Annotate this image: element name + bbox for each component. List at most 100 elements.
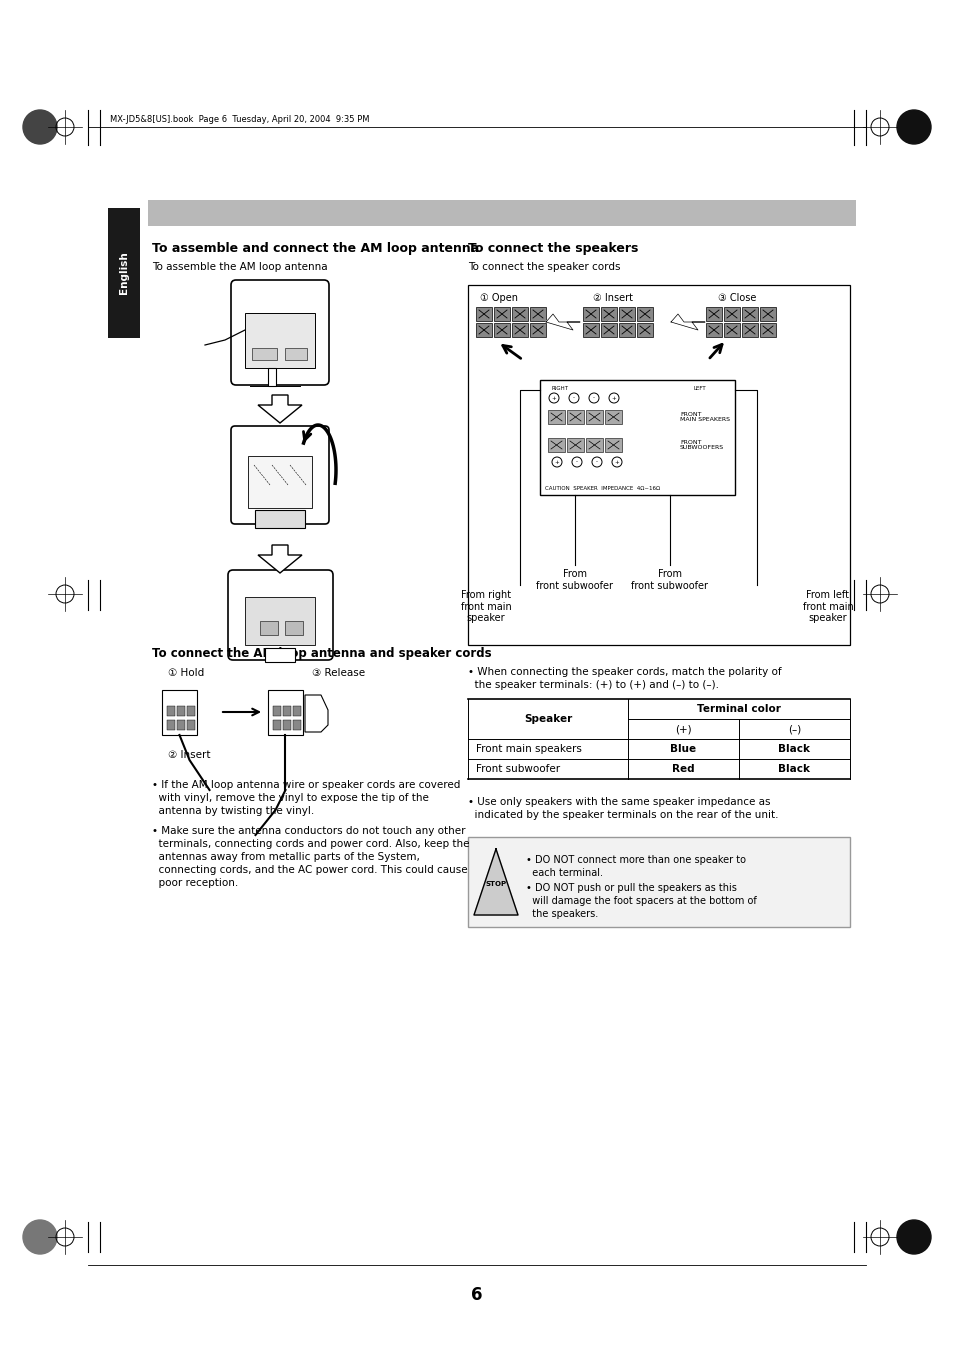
- Bar: [148, 200, 855, 226]
- Bar: [273, 707, 281, 716]
- Text: STOP: STOP: [485, 881, 506, 888]
- Bar: [293, 707, 301, 716]
- Text: • When connecting the speaker cords, match the polarity of: • When connecting the speaker cords, mat…: [468, 667, 781, 677]
- Bar: [618, 307, 635, 322]
- Bar: [273, 720, 281, 730]
- Circle shape: [23, 1220, 57, 1254]
- Bar: [268, 690, 303, 735]
- Polygon shape: [257, 394, 302, 423]
- Bar: [177, 707, 185, 716]
- Text: Front subwoofer: Front subwoofer: [476, 765, 559, 774]
- Bar: [741, 323, 758, 336]
- Bar: [566, 409, 583, 424]
- Circle shape: [896, 109, 930, 145]
- Text: ③ Close: ③ Close: [718, 293, 756, 303]
- Text: -: -: [596, 459, 598, 465]
- Text: +: +: [551, 396, 556, 400]
- Bar: [723, 307, 740, 322]
- Text: Red: Red: [672, 765, 694, 774]
- Bar: [604, 438, 621, 453]
- Text: (–): (–): [787, 724, 801, 734]
- Text: Black: Black: [778, 744, 810, 754]
- Bar: [637, 307, 652, 322]
- Bar: [600, 307, 617, 322]
- Bar: [566, 438, 583, 453]
- Polygon shape: [545, 313, 579, 330]
- Text: LEFT: LEFT: [693, 385, 705, 390]
- Bar: [468, 285, 849, 644]
- Circle shape: [592, 457, 601, 467]
- Text: ② Insert: ② Insert: [593, 293, 633, 303]
- Bar: [705, 307, 721, 322]
- Text: ① Open: ① Open: [479, 293, 517, 303]
- Text: -: -: [573, 396, 575, 400]
- Circle shape: [608, 393, 618, 403]
- FancyBboxPatch shape: [231, 426, 329, 524]
- Text: To connect the AM loop antenna and speaker cords: To connect the AM loop antenna and speak…: [152, 647, 491, 661]
- Polygon shape: [670, 313, 704, 330]
- Polygon shape: [305, 694, 328, 732]
- Circle shape: [552, 457, 561, 467]
- Text: ① Hold: ① Hold: [168, 667, 204, 678]
- Bar: [760, 307, 775, 322]
- Bar: [476, 307, 492, 322]
- Text: • DO NOT connect more than one speaker to: • DO NOT connect more than one speaker t…: [525, 855, 745, 865]
- Bar: [600, 323, 617, 336]
- Text: +: +: [614, 459, 618, 465]
- Text: FRONT
SUBWOOFERS: FRONT SUBWOOFERS: [679, 439, 723, 450]
- Text: English: English: [119, 251, 129, 295]
- Text: • If the AM loop antenna wire or speaker cords are covered: • If the AM loop antenna wire or speaker…: [152, 780, 460, 790]
- Bar: [285, 349, 307, 359]
- Circle shape: [896, 1220, 930, 1254]
- Bar: [167, 720, 174, 730]
- Text: Blue: Blue: [670, 744, 696, 754]
- Text: 6: 6: [471, 1286, 482, 1304]
- Bar: [585, 409, 602, 424]
- Bar: [177, 720, 185, 730]
- Circle shape: [548, 393, 558, 403]
- Bar: [245, 597, 314, 644]
- Bar: [585, 438, 602, 453]
- Text: the speaker terminals: (+) to (+) and (–) to (–).: the speaker terminals: (+) to (+) and (–…: [468, 680, 719, 690]
- Text: Black: Black: [778, 765, 810, 774]
- FancyBboxPatch shape: [228, 570, 333, 661]
- Bar: [283, 707, 291, 716]
- Text: To connect the speaker cords: To connect the speaker cords: [468, 262, 619, 272]
- Text: with vinyl, remove the vinyl to expose the tip of the: with vinyl, remove the vinyl to expose t…: [152, 793, 429, 802]
- Text: To assemble the AM loop antenna: To assemble the AM loop antenna: [152, 262, 327, 272]
- Bar: [187, 707, 194, 716]
- Circle shape: [23, 109, 57, 145]
- Text: antennas away from metallic parts of the System,: antennas away from metallic parts of the…: [152, 852, 419, 862]
- Bar: [254, 509, 305, 528]
- Text: • Use only speakers with the same speaker impedance as: • Use only speakers with the same speake…: [468, 797, 770, 807]
- Text: ③ Release: ③ Release: [312, 667, 365, 678]
- Text: • Make sure the antenna conductors do not touch any other: • Make sure the antenna conductors do no…: [152, 825, 465, 836]
- Bar: [539, 380, 734, 494]
- Bar: [260, 621, 277, 635]
- Text: RIGHT: RIGHT: [551, 385, 568, 390]
- Text: connecting cords, and the AC power cord. This could cause: connecting cords, and the AC power cord.…: [152, 865, 467, 875]
- Text: To connect the speakers: To connect the speakers: [468, 242, 638, 255]
- Bar: [530, 307, 545, 322]
- Text: FRONT
MAIN SPEAKERS: FRONT MAIN SPEAKERS: [679, 412, 729, 423]
- Text: will damage the foot spacers at the bottom of: will damage the foot spacers at the bott…: [525, 896, 756, 907]
- Text: +: +: [554, 459, 558, 465]
- Bar: [162, 690, 196, 735]
- Bar: [283, 720, 291, 730]
- Text: ② Insert: ② Insert: [168, 750, 211, 761]
- Bar: [547, 438, 564, 453]
- Bar: [167, 707, 174, 716]
- Bar: [265, 648, 294, 662]
- Bar: [512, 307, 527, 322]
- Circle shape: [612, 457, 621, 467]
- Text: poor reception.: poor reception.: [152, 878, 238, 888]
- Text: From
front subwoofer: From front subwoofer: [536, 569, 613, 590]
- Bar: [494, 323, 510, 336]
- Bar: [245, 313, 314, 367]
- Text: each terminal.: each terminal.: [525, 867, 602, 878]
- Text: Terminal color: Terminal color: [697, 704, 781, 713]
- Text: MX-JD5&8[US].book  Page 6  Tuesday, April 20, 2004  9:35 PM: MX-JD5&8[US].book Page 6 Tuesday, April …: [110, 115, 369, 123]
- Text: Speaker: Speaker: [523, 713, 572, 724]
- Bar: [476, 323, 492, 336]
- Bar: [494, 307, 510, 322]
